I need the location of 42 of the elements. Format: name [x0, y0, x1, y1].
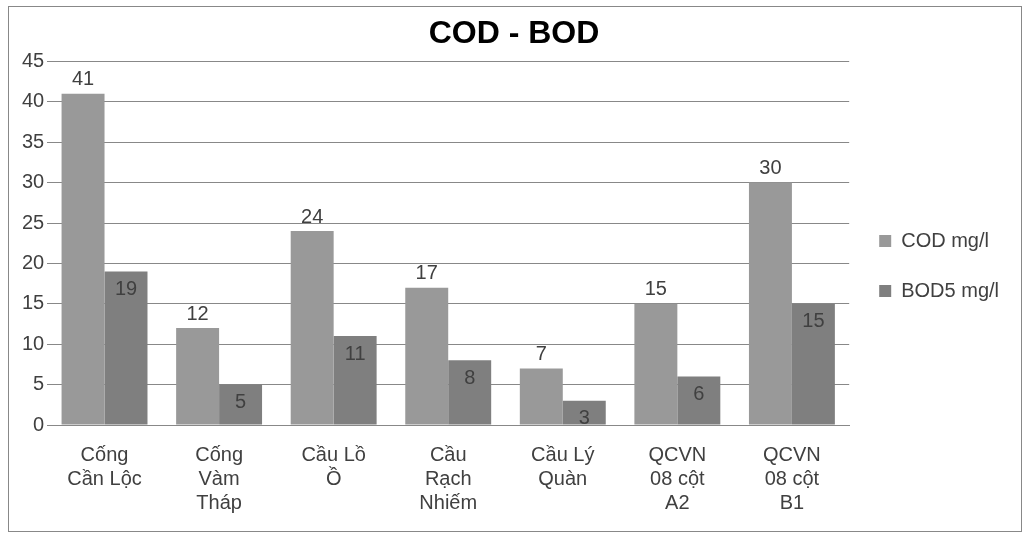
data-label: 11 [344, 341, 366, 364]
data-label: 19 [114, 277, 138, 299]
data-label: 15 [644, 277, 667, 300]
x-tick-label: Cầu Rạch Nhiếm [419, 442, 478, 513]
bar [634, 303, 678, 425]
data-label: 41 [71, 67, 95, 90]
data-label: 5 [235, 390, 247, 413]
bar [405, 287, 449, 425]
data-label: 24 [301, 204, 324, 227]
bar [519, 368, 563, 425]
data-label: 3 [578, 406, 590, 429]
chart-title: COD - BOD [428, 14, 600, 51]
legend-label: BOD5 mg/l [901, 278, 1000, 301]
data-label: 30 [759, 156, 782, 179]
x-tick-label: Cống Cần Lộc [67, 442, 142, 489]
bar [748, 182, 792, 425]
y-tick-label: 0 [33, 412, 45, 435]
x-tick-label: Cống Vàm Tháp [195, 442, 243, 513]
x-tick-label: QCVN 08 cột B1 [763, 442, 821, 513]
x-tick-label: Cầu Lồ Ồ [301, 442, 366, 489]
bar [562, 400, 606, 425]
x-tick-label: Cầu Lý Quàn [531, 442, 595, 489]
y-tick-label: 40 [22, 89, 45, 112]
y-tick-label: 15 [22, 291, 45, 314]
y-tick-label: 35 [22, 129, 45, 152]
data-label: 6 [693, 382, 705, 405]
y-tick-label: 20 [22, 250, 45, 273]
y-tick-label: 45 [22, 48, 45, 71]
bar [176, 328, 220, 425]
bar [290, 231, 334, 425]
y-tick-label: 10 [22, 331, 45, 354]
data-label: 12 [186, 301, 209, 324]
bar [61, 93, 105, 425]
data-label: 17 [415, 261, 438, 284]
data-label: 7 [535, 341, 547, 364]
y-tick-label: 5 [33, 372, 45, 395]
y-tick-label: 25 [22, 210, 45, 233]
y-tick-label: 30 [22, 170, 45, 193]
data-label: 15 [802, 309, 825, 332]
legend-label: COD mg/l [901, 228, 989, 251]
data-label: 8 [464, 365, 476, 388]
x-tick-label: QCVN 08 cột A2 [648, 442, 707, 513]
